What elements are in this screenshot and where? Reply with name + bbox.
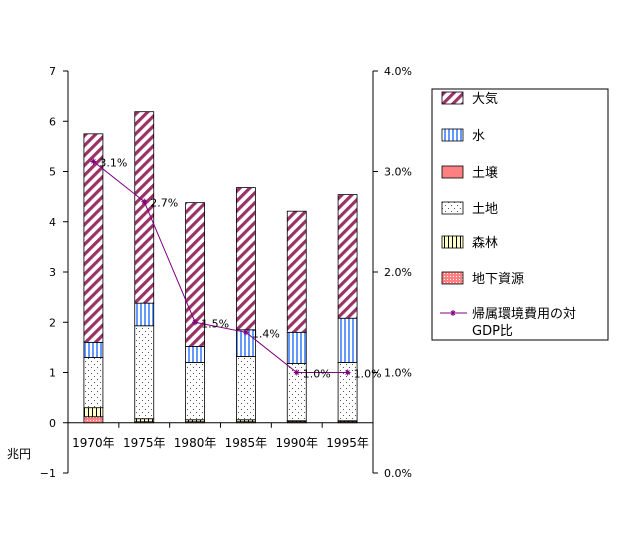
data-label: 1.0% [303,368,331,381]
data-label: 1.5% [201,317,229,330]
line-marker [242,329,249,336]
bar-水 [286,331,307,364]
legend-label: 土壌 [472,166,498,181]
bar-水 [185,345,205,363]
x-tick-label: 1990年 [275,436,318,450]
bar-大気 [286,210,307,333]
x-tick-label: 1970年 [72,436,115,450]
legend-label: GDP比 [472,324,513,339]
legend-label: 土地 [472,202,498,217]
y-tick-label: 1 [49,367,56,380]
y-tick-label: 0 [49,417,56,430]
line-marker [141,198,148,205]
data-label: 3.1% [99,156,127,169]
y-tick-label: 7 [49,65,56,78]
bar-大気 [83,133,104,343]
bar-大気 [337,194,358,319]
x-tick-label: 1980年 [174,436,217,450]
legend-label: 帰属環境費用の対 [472,306,576,322]
bar-森林 [134,418,155,423]
legend-label: 大気 [472,91,498,107]
line-marker [293,369,300,376]
y-tick-label: −1 [40,467,56,480]
y-tick-label: 4 [49,216,56,229]
y2-tick-label: 1.0% [384,367,412,380]
y-axis-label: 兆円 [7,447,31,461]
x-tick-label: 1995年 [326,436,369,450]
legend-swatch [441,91,464,105]
bar-土地 [83,357,104,409]
bar-森林 [83,407,104,418]
bar-土地 [185,362,205,421]
legend-swatch [441,271,464,285]
bar-地下資源 [83,416,104,424]
bar-水 [134,302,155,327]
line-series [93,161,348,373]
legend-swatch [441,235,464,249]
bar-土地 [236,356,256,421]
legend-swatch [441,201,464,215]
legend-swatch-marker [450,310,456,316]
y2-tick-label: 2.0% [384,266,412,279]
y2-tick-label: 3.0% [384,166,412,179]
bar-土地 [134,325,155,420]
x-tick-label: 1975年 [123,436,166,450]
data-label: 1.4% [252,327,280,340]
legend-label: 森林 [472,236,498,251]
bar-水 [337,317,358,363]
y-tick-label: 5 [49,166,56,179]
bar-大気 [134,111,155,304]
legend-label: 地下資源 [472,272,524,287]
y2-tick-label: 4.0% [384,65,412,78]
y-tick-label: 6 [49,115,56,128]
bar-大気 [236,187,256,331]
line-marker [192,319,199,326]
y-tick-label: 3 [49,266,56,279]
line-marker [90,158,97,165]
bar-水 [83,341,104,358]
data-label: 2.7% [150,197,178,210]
y2-tick-label: 0.0% [384,467,412,480]
data-label: 1.0% [354,368,382,381]
legend-swatch [441,165,464,179]
plot-area: −1 0 1 2 3 4 5 6 7 0.0% 1.0% 2.0% 3.0% 4.0% 1970年 1975年… [7,65,412,480]
legend-box [431,88,609,341]
line-marker [344,369,351,376]
x-tick-label: 1985年 [225,436,268,450]
legend-label: 水 [472,129,485,144]
legend-swatch [441,128,464,142]
y-tick-label: 2 [49,316,56,329]
